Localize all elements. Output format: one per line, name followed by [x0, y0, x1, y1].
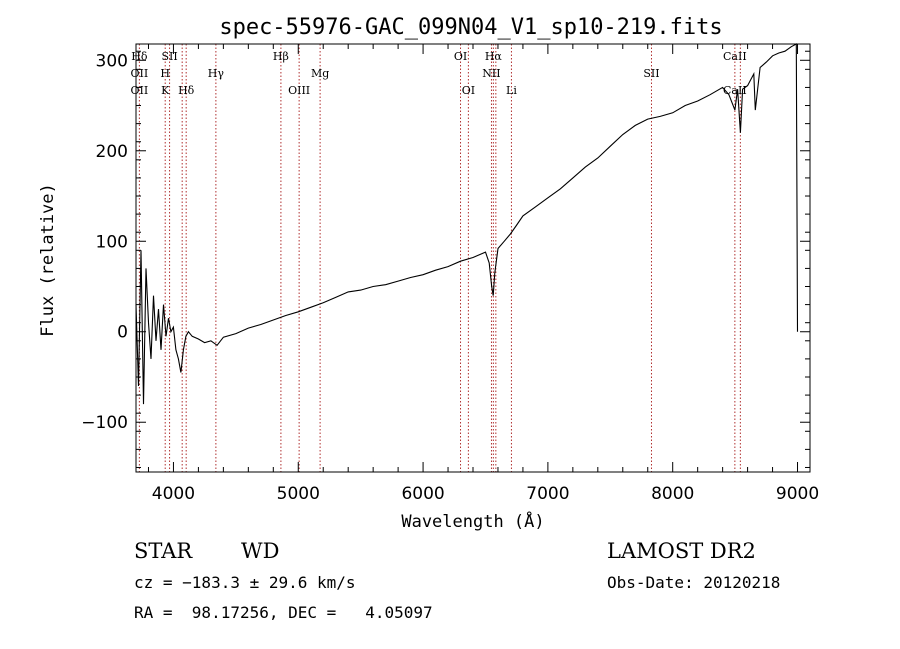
emission-line-label: OI — [462, 84, 475, 97]
y-tick-label: −100 — [81, 413, 128, 433]
emission-lines — [138, 44, 741, 472]
emission-line-label: H — [160, 67, 170, 80]
y-axis: −100 0 100 200 300 — [81, 50, 810, 468]
emission-line-label: OII — [131, 67, 149, 80]
chart-title: spec-55976-GAC_099N04_V1_sp10-219.fits — [219, 15, 722, 40]
coords-text: RA = 98.17256, DEC = 4.05097 — [134, 603, 433, 622]
x-axis-label: Wavelength (Å) — [401, 510, 544, 532]
spectrum-line — [135, 43, 799, 405]
y-tick-label: 100 — [96, 232, 128, 252]
emission-line-label: Mg — [311, 67, 329, 80]
x-tick-label: 8000 — [651, 484, 694, 504]
x-tick-label: 4000 — [152, 484, 195, 504]
cz-text: cz = −183.3 ± 29.6 km/s — [134, 573, 356, 592]
y-tick-label: 300 — [96, 51, 128, 71]
y-tick-label: 0 — [117, 323, 128, 343]
emission-line-label: NII — [482, 67, 500, 80]
emission-line-label: OII — [131, 84, 149, 97]
emission-line-label: Hγ — [208, 67, 225, 80]
emission-line-label: CaII — [723, 84, 747, 97]
emission-line-label: K — [161, 84, 170, 97]
emission-line-label: Hβ — [273, 50, 289, 63]
x-axis: 4000 5000 6000 7000 8000 9000 — [147, 44, 819, 504]
emission-line-label: Hδ — [178, 84, 195, 97]
x-tick-label: 7000 — [526, 484, 569, 504]
y-axis-label: Flux (relative) — [38, 183, 58, 337]
emission-line-label: Hδ — [131, 50, 148, 63]
emission-line-label: Hα — [485, 50, 503, 63]
emission-line-label: SII — [643, 67, 659, 80]
emission-line-label: CaII — [723, 50, 747, 63]
obs-date-text: Obs-Date: 20120218 — [607, 573, 781, 592]
emission-line-label: OI — [454, 50, 467, 63]
y-tick-label: 200 — [96, 142, 128, 162]
emission-line-label: SII — [161, 50, 177, 63]
x-tick-label: 5000 — [277, 484, 320, 504]
subclass-label: WD — [241, 539, 280, 563]
x-tick-label: 9000 — [776, 484, 819, 504]
survey-label: LAMOST DR2 — [607, 539, 756, 563]
emission-line-label: Li — [506, 84, 517, 97]
emission-line-label: OIII — [288, 84, 310, 97]
x-tick-label: 6000 — [401, 484, 444, 504]
class-label: STAR — [134, 539, 193, 563]
